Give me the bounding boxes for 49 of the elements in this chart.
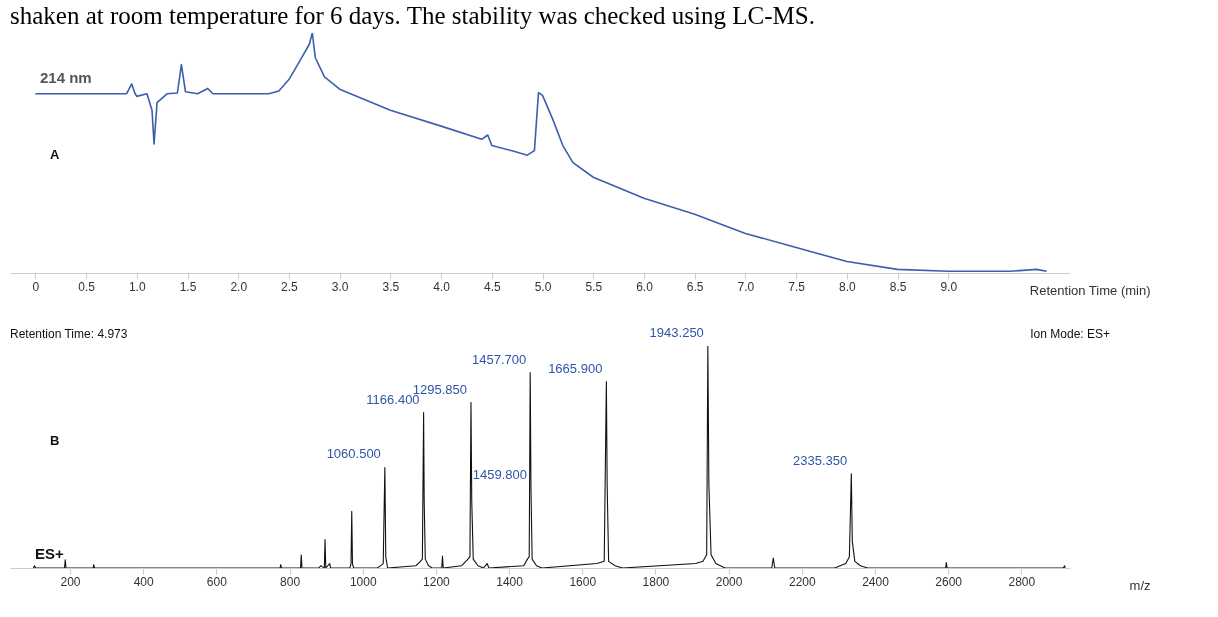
annotation: ES+ <box>35 545 65 562</box>
x-tick-label: 1000 <box>349 574 377 589</box>
x-tick-label: 6.0 <box>636 279 654 294</box>
x-tick-label: 400 <box>133 574 155 589</box>
x-tick-label: 800 <box>280 574 301 589</box>
x-tick-label: 2400 <box>862 574 890 589</box>
x-tick-label: 7.5 <box>788 279 806 294</box>
x-tick-label: 3.5 <box>382 279 400 294</box>
x-tick-label: 7.0 <box>737 279 755 294</box>
x-axis-title: m/z <box>1129 577 1151 593</box>
x-tick-label: 1800 <box>642 574 670 589</box>
x-tick-label: 600 <box>206 574 228 589</box>
annotation: 1943.250 <box>649 325 704 340</box>
x-tick-label: 1400 <box>496 574 524 589</box>
x-tick-label: 4.0 <box>433 279 451 294</box>
x-tick-label: 6.5 <box>686 279 704 294</box>
annotation: A <box>50 147 60 162</box>
x-tick-label: 8.0 <box>839 279 857 294</box>
x-tick-label: 200 <box>60 574 81 589</box>
x-tick-label: 2800 <box>1008 574 1036 589</box>
x-tick-label: 1.0 <box>128 279 146 294</box>
chart-title: shaken at room temperature for 6 days. The stability was checked using LC-MS. <box>10 2 815 29</box>
x-tick-label: 0.5 <box>78 279 96 294</box>
x-axis-title: Retention Time (min) <box>1029 282 1151 298</box>
x-tick-label: 2.5 <box>281 279 299 294</box>
x-tick-label: 2200 <box>788 574 816 589</box>
annotation: B <box>50 433 60 448</box>
annotation: 1457.700 <box>471 351 527 367</box>
annotation: 2335.350 <box>793 452 848 468</box>
x-tick-label: 2.0 <box>230 279 248 294</box>
x-tick-label: 8.5 <box>889 279 907 294</box>
text: Retention Time: 4.973 <box>10 327 128 341</box>
annotation: 1459.800 <box>472 467 527 483</box>
annotation: 1166.400 <box>366 391 420 407</box>
x-tick-label: 2000 <box>715 574 743 589</box>
x-tick-label: 9.0 <box>940 279 958 294</box>
x-tick-label: 1600 <box>569 574 597 589</box>
annotation: 1060.500 <box>326 446 381 462</box>
annotation: 1665.900 <box>548 360 603 376</box>
annotation: 214 nm <box>40 69 92 86</box>
x-tick-label: 2600 <box>935 574 963 589</box>
x-tick-label: 3.0 <box>331 279 349 294</box>
x-tick-label: 0 <box>32 279 40 294</box>
x-tick-label: 1.5 <box>179 279 197 294</box>
text: Ion Mode: ES+ <box>1030 327 1110 341</box>
x-tick-label: 5.0 <box>534 279 552 294</box>
x-tick-label: 1200 <box>423 574 451 589</box>
x-tick-label: 5.5 <box>585 279 603 294</box>
x-tick-label: 4.5 <box>483 279 501 294</box>
